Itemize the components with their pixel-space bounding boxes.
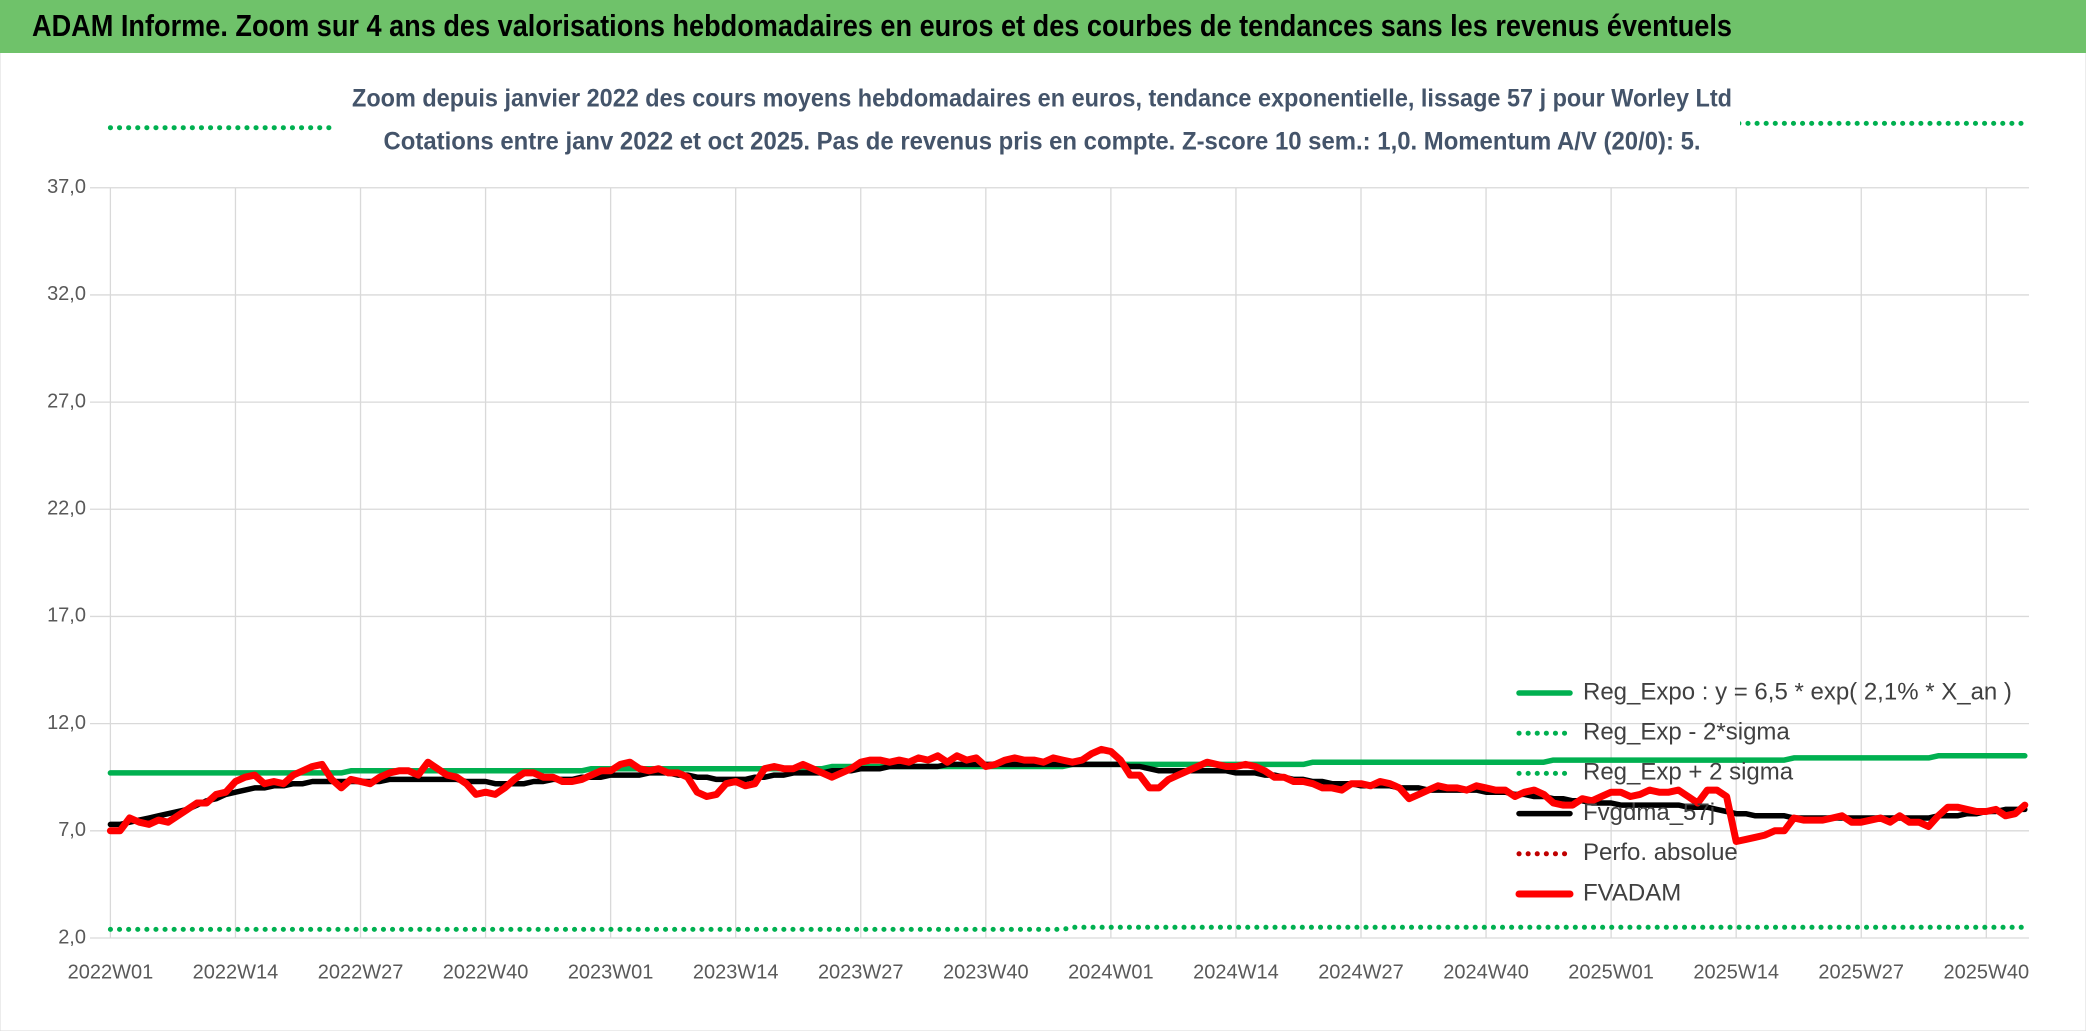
x-tick-label: 2022W14: [193, 961, 279, 983]
x-tick-label: 2025W14: [1693, 961, 1779, 983]
y-tick-label: 27,0: [47, 390, 86, 412]
y-tick-label: 22,0: [47, 498, 86, 520]
x-tick-label: 2024W01: [1068, 961, 1154, 983]
header-bar: [0, 0, 2086, 53]
legend-label: Fvgdma_57j: [1583, 799, 1715, 826]
legend-label: FVADAM: [1583, 879, 1681, 906]
series-line: [106, 745, 2029, 845]
chart-title: Zoom depuis janvier 2022 des cours moyen…: [352, 85, 1732, 113]
legend-label: Reg_Exp - 2*sigma: [1583, 719, 1790, 746]
y-tick-label: 32,0: [47, 283, 86, 305]
x-tick-label: 2023W14: [693, 961, 779, 983]
chart-subtitle: Cotations entre janv 2022 et oct 2025. P…: [384, 128, 1701, 156]
x-tick-label: 2025W01: [1568, 961, 1654, 983]
legend: Reg_Expo : y = 6,5 * exp( 2,1% * X_an ) R…: [1515, 678, 2012, 906]
y-tick-label: 12,0: [47, 712, 86, 734]
y-tick-label: 17,0: [47, 605, 86, 627]
y-tick-label: 7,0: [58, 819, 86, 841]
header-title: ADAM Informe. Zoom sur 4 ans des valoris…: [32, 8, 1732, 43]
plot: 2,0 7,0 12,0 17,0 22,0 27,0 32,0 37,0 2022W01 202…: [47, 120, 2029, 983]
x-tick-label: 2024W27: [1318, 961, 1404, 983]
x-tick-label: 2024W40: [1443, 961, 1529, 983]
x-tick-label: 2022W01: [68, 961, 154, 983]
x-tick-label: 2025W40: [1943, 961, 2029, 983]
legend-label: Reg_Exp + 2 sigma: [1583, 759, 1794, 786]
x-tick-label: 2023W27: [818, 961, 904, 983]
series-line: [107, 924, 2028, 932]
x-tick-label: 2024W14: [1193, 961, 1279, 983]
y-tick-label: 37,0: [47, 176, 86, 198]
x-tick-label: 2022W40: [443, 961, 529, 983]
x-tick-label: 2025W27: [1818, 961, 1904, 983]
x-tick-label: 2023W01: [568, 961, 654, 983]
legend-label: Reg_Expo : y = 6,5 * exp( 2,1% * X_an ): [1583, 678, 2012, 705]
title-box: [335, 80, 1740, 162]
legend-label: Perfo. absolue: [1583, 839, 1738, 866]
y-tick-label: 2,0: [58, 926, 86, 948]
x-tick-label: 2023W40: [943, 961, 1029, 983]
x-tick-label: 2022W27: [318, 961, 404, 983]
